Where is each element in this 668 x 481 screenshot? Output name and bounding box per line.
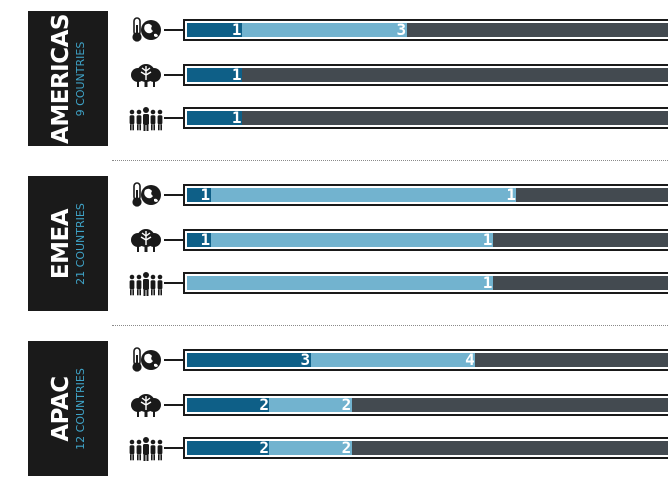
- stacked-bar: 228: [183, 394, 668, 416]
- bar-segment-3: [351, 398, 668, 412]
- bar-segment-2: [269, 441, 352, 455]
- bar-connector: [164, 447, 183, 449]
- bar-segment-3: [492, 233, 668, 247]
- region-name: APAC: [48, 375, 74, 442]
- bar-segment-1: [187, 188, 211, 202]
- trees-icon: [129, 62, 163, 88]
- bar-connector: [164, 282, 183, 284]
- stacked-bar: 18: [183, 64, 668, 86]
- bar-segment-2: [210, 233, 493, 247]
- bar-connector: [164, 117, 183, 119]
- bar-connector: [164, 359, 183, 361]
- bar-segment-2: [269, 398, 352, 412]
- bar-segment-value: 2: [341, 398, 352, 412]
- region-label-americas: AMERICAS 9 COUNTRIES: [28, 11, 108, 146]
- bar-segment-value: 4: [465, 353, 475, 367]
- region-name: AMERICAS: [48, 13, 74, 144]
- bar-segment-3: [241, 68, 668, 82]
- bar-segment-3: [492, 276, 668, 290]
- thermometer-globe-icon: [129, 347, 163, 373]
- stacked-bar: 1137: [183, 184, 668, 206]
- bar-segment-1: [187, 353, 311, 367]
- stacked-bar: 345: [183, 349, 668, 371]
- region-label-apac: APAC 12 COUNTRIES: [28, 341, 108, 476]
- bar-segment-2: [310, 353, 476, 367]
- region-labels: EMEA 21 COUNTRIES: [48, 202, 87, 285]
- bar-segment-3: [241, 111, 668, 125]
- region-label-emea: EMEA 21 COUNTRIES: [28, 176, 108, 311]
- region-country-count: 9 COUNTRIES: [74, 41, 87, 116]
- bar-segment-value: 2: [259, 398, 269, 412]
- bar-segment-value: 2: [259, 441, 269, 455]
- region-divider: [112, 160, 668, 161]
- thermometer-globe-icon: [129, 17, 163, 43]
- bar-connector: [164, 404, 183, 406]
- people-icon: [129, 105, 163, 131]
- stacked-bar: 1128: [183, 229, 668, 251]
- region-labels: AMERICAS 9 COUNTRIES: [48, 13, 87, 144]
- bar-segment-2: [187, 276, 493, 290]
- bar-segment-1: [187, 441, 270, 455]
- bar-segment-1: [187, 233, 211, 247]
- bar-segment-value: 1: [231, 68, 242, 82]
- bar-segment-value: 1: [200, 233, 211, 247]
- bar-segment-3: [406, 23, 668, 37]
- bar-segment-value: 1: [231, 111, 242, 125]
- trees-icon: [129, 227, 163, 253]
- region-name: EMEA: [48, 208, 74, 279]
- stacked-bar: 138: [183, 272, 668, 294]
- bar-segment-value: 3: [300, 353, 311, 367]
- bar-connector: [164, 29, 183, 31]
- bar-segment-2: [241, 23, 407, 37]
- region-divider: [112, 325, 668, 326]
- bar-segment-value: 3: [396, 23, 407, 37]
- bar-connector: [164, 194, 183, 196]
- bar-segment-3: [516, 188, 668, 202]
- stacked-bar: 135: [183, 19, 668, 41]
- bar-segment-1: [187, 68, 242, 82]
- bar-segment-value: 1: [200, 188, 211, 202]
- region-labels: APAC 12 COUNTRIES: [48, 367, 87, 450]
- bar-segment-2: [210, 188, 517, 202]
- stacked-bar: 18: [183, 107, 668, 129]
- bar-segment-1: [187, 111, 242, 125]
- bar-segment-1: [187, 398, 270, 412]
- bar-connector: [164, 74, 183, 76]
- thermometer-globe-icon: [129, 182, 163, 208]
- bar-segment-value: 2: [341, 441, 352, 455]
- region-country-count: 12 COUNTRIES: [74, 367, 87, 450]
- stacked-bar: 228: [183, 437, 668, 459]
- bar-segment-3: [351, 441, 668, 455]
- bar-segment-value: 1: [231, 23, 242, 37]
- bar-segment-1: [187, 23, 242, 37]
- bar-connector: [164, 239, 183, 241]
- trees-icon: [129, 392, 163, 418]
- bar-segment-3: [475, 353, 668, 367]
- region-country-count: 21 COUNTRIES: [74, 202, 87, 285]
- people-icon: [129, 435, 163, 461]
- people-icon: [129, 270, 163, 296]
